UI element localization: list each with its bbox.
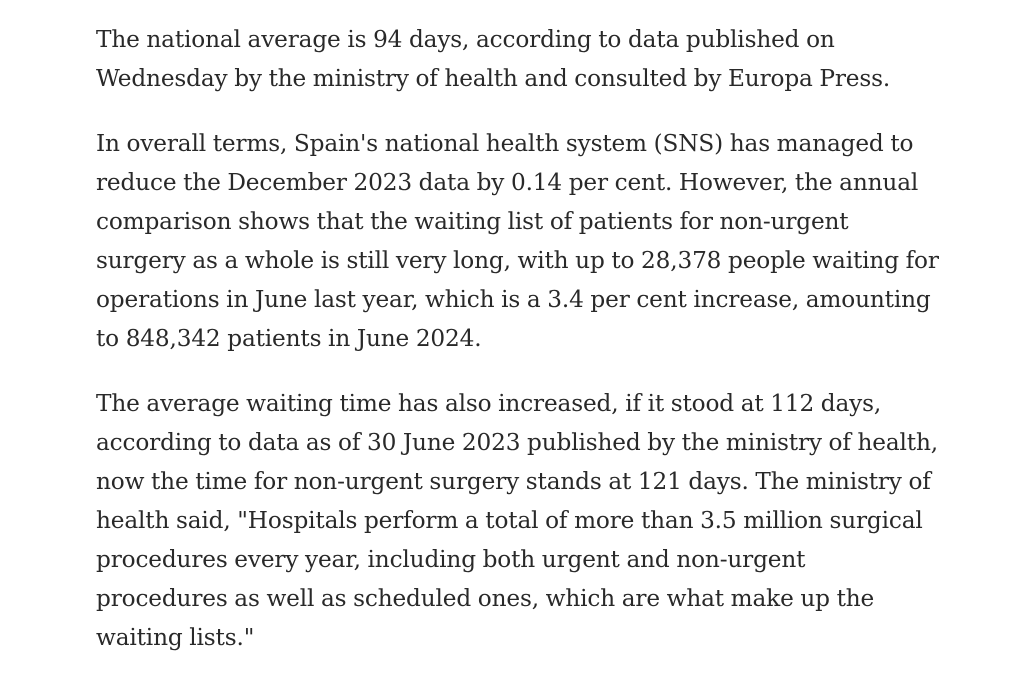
paragraph-national-average: The national average is 94 days, accordi… [96,20,976,98]
text-line: to 848,342 patients in June 2024. [96,325,482,352]
text-line: surgery as a whole is still very long, w… [96,247,939,274]
paragraph-waiting-time: The average waiting time has also increa… [96,384,976,657]
text-line: waiting lists." [96,624,255,651]
text-line: according to data as of 30 June 2023 pub… [96,429,938,456]
text-line: Wednesday by the ministry of health and … [96,65,891,92]
article-body: The national average is 94 days, accordi… [96,20,976,683]
text-line: procedures as well as scheduled ones, wh… [96,585,875,612]
text-line: In overall terms, Spain's national healt… [96,130,914,157]
text-line: comparison shows that the waiting list o… [96,208,849,235]
text-line: The average waiting time has also increa… [96,390,882,417]
text-line: now the time for non-urgent surgery stan… [96,468,931,495]
text-line: health said, "Hospitals perform a total … [96,507,923,534]
text-line: operations in June last year, which is a… [96,286,931,313]
text-line: reduce the December 2023 data by 0.14 pe… [96,169,919,196]
paragraph-waiting-list: In overall terms, Spain's national healt… [96,124,976,358]
text-line: The national average is 94 days, accordi… [96,26,835,53]
text-line: procedures every year, including both ur… [96,546,806,573]
